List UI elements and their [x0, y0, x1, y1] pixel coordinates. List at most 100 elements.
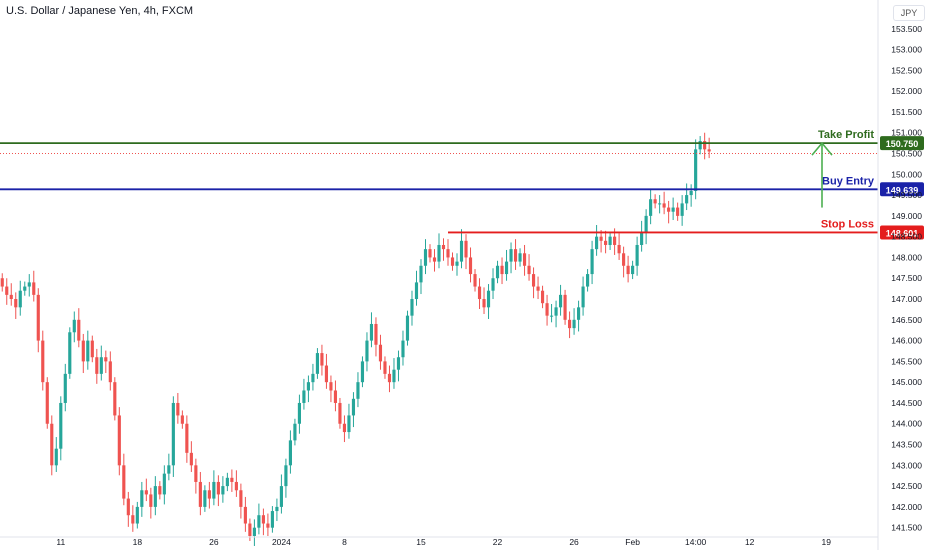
price-tick-label: 142.500	[891, 481, 922, 491]
candle-body	[212, 481, 216, 499]
candle-body	[203, 490, 207, 507]
price-tick-label: 146.500	[891, 315, 922, 325]
candle-body	[113, 382, 117, 416]
candle-body	[248, 523, 252, 536]
candle-body	[351, 398, 356, 416]
candle-body	[522, 253, 527, 266]
candles-layer	[0, 132, 711, 546]
candle-body	[500, 265, 504, 275]
candle-body	[54, 448, 58, 466]
candle-body	[369, 323, 374, 341]
price-tick-label: 151.000	[891, 128, 922, 138]
price-tick-label: 144.000	[891, 419, 922, 429]
candle-body	[9, 294, 13, 300]
candle-body	[518, 253, 522, 262]
price-tick-label: 150.500	[891, 149, 922, 159]
candle-body	[171, 402, 175, 466]
price-tick-label: 141.500	[891, 523, 922, 533]
candle-body	[257, 515, 261, 528]
price-tick-label: 150.000	[891, 169, 922, 179]
price-tick-label: 148.500	[891, 232, 922, 242]
price-tick-label: 152.500	[891, 65, 922, 75]
candle-body	[567, 319, 572, 329]
candle-body	[189, 452, 193, 466]
candle-body	[653, 199, 657, 204]
candle-body	[167, 465, 171, 474]
candle-body	[563, 294, 567, 320]
candle-body	[180, 415, 184, 424]
candle-body	[185, 423, 189, 453]
candle-body	[117, 415, 121, 466]
level-price-badge	[880, 136, 924, 151]
candle-body	[671, 207, 675, 212]
candle-body	[18, 290, 22, 308]
time-tick-label: 15	[416, 537, 426, 547]
candle-body	[122, 465, 126, 499]
price-axis: 141.500 142.000 142.500 143.000 143.500 144.0…	[877, 0, 922, 550]
candle-body	[694, 149, 698, 191]
candle-body	[649, 199, 653, 216]
candle-body	[365, 340, 369, 362]
candle-body	[450, 257, 455, 266]
price-tick-label: 143.500	[891, 440, 922, 450]
candle-body	[149, 494, 153, 507]
price-tick-label: 143.000	[891, 460, 922, 470]
candle-body	[72, 319, 76, 333]
candle-body	[207, 490, 211, 499]
time-tick-label: Feb	[625, 537, 640, 547]
level-price-badge	[880, 182, 924, 197]
candle-body	[324, 365, 329, 383]
candle-body	[329, 382, 333, 391]
currency-button[interactable]: JPY	[893, 5, 925, 21]
candle-body	[144, 490, 148, 495]
candle-body	[266, 523, 270, 528]
candle-body	[644, 215, 648, 233]
price-tick-label: 142.000	[891, 502, 922, 512]
candle-body	[604, 240, 608, 245]
candle-body	[0, 278, 4, 287]
candle-body	[140, 490, 144, 507]
time-tick-label: 8	[342, 537, 347, 547]
candle-body	[239, 490, 243, 507]
candle-body	[437, 244, 441, 262]
level-price-text: 149.639	[886, 185, 919, 195]
candle-body	[577, 307, 581, 320]
price-tick-label: 149.500	[891, 190, 922, 200]
candle-body	[99, 357, 103, 374]
candle-body	[194, 465, 198, 482]
candle-body	[81, 340, 85, 362]
candle-body	[703, 141, 707, 150]
time-tick-label: 14:00	[685, 537, 707, 547]
candle-body	[225, 477, 229, 487]
candle-body	[306, 382, 311, 391]
candle-body	[234, 481, 238, 491]
candle-body	[509, 249, 513, 262]
candle-body	[428, 249, 432, 258]
candle-body	[495, 265, 500, 279]
time-tick-label: 12	[745, 537, 755, 547]
candle-body	[482, 299, 486, 308]
candle-body	[676, 207, 680, 216]
price-tick-label: 149.000	[891, 211, 922, 221]
level-label: Buy Entry	[822, 175, 875, 187]
candle-body	[77, 319, 81, 341]
candle-body	[311, 373, 315, 383]
candle-body	[513, 249, 518, 262]
candle-body	[441, 244, 446, 250]
candle-body	[468, 257, 473, 275]
price-tick-label: 145.000	[891, 377, 922, 387]
candle-body	[41, 340, 45, 383]
candle-body	[631, 265, 635, 275]
candle-body	[243, 506, 247, 524]
candle-body	[63, 373, 67, 403]
candle-body	[401, 340, 405, 358]
levels-layer: Take Profit 150.750 Buy Entry 149.639 Stop L…	[0, 129, 924, 240]
candle-body	[586, 274, 590, 287]
time-tick-label: 18	[133, 537, 143, 547]
candle-body	[387, 373, 392, 383]
candle-body	[356, 382, 360, 399]
candle-body	[347, 415, 351, 433]
candle-body	[198, 481, 202, 507]
candle-body	[396, 357, 401, 370]
